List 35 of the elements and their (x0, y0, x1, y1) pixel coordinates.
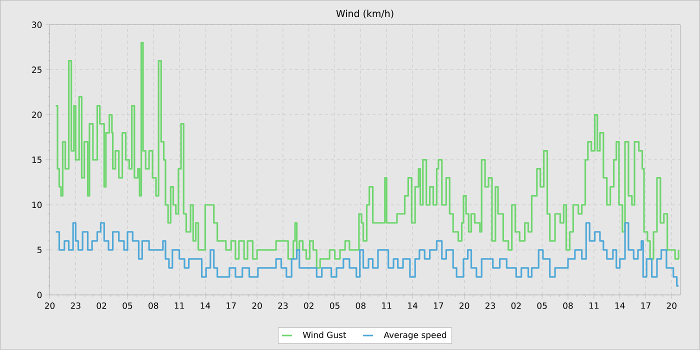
y-tick-label: 25 (32, 66, 42, 74)
y-tick-label: 30 (32, 22, 42, 28)
x-tick-label: 05 (537, 302, 547, 310)
x-tick-label: 08 (356, 302, 366, 310)
x-tick-label: 23 (485, 302, 495, 310)
x-tick-label: 20 (252, 302, 262, 310)
x-tick-label: 17 (434, 302, 444, 309)
x-tick-label: 02 (96, 302, 106, 310)
x-tick-label: 05 (122, 302, 132, 310)
x-tick-label: 17 (641, 302, 650, 309)
y-tick-label: 15 (32, 156, 42, 164)
x-tick-label: 20 (44, 302, 55, 310)
x-tick-label: 14 (408, 302, 418, 309)
x-tick-label: 23 (278, 302, 288, 310)
x-tick-label: 23 (70, 302, 80, 310)
x-tick-label: 20 (460, 302, 470, 310)
x-tick-label: 11 (589, 302, 599, 309)
x-tick-label: 11 (382, 302, 392, 309)
x-tick-label: 14 (615, 302, 625, 309)
x-tick-label: 02 (511, 302, 521, 310)
y-tick-label: 0 (37, 292, 42, 298)
x-tick-label: 08 (563, 302, 573, 310)
legend-label: Wind Gust (302, 332, 346, 338)
x-tick-label: 20 (666, 302, 676, 310)
x-tick-label: 11 (174, 302, 184, 309)
x-tick-label: 08 (148, 302, 158, 310)
legend-label: Average speed (384, 332, 446, 340)
x-tick-label: 14 (200, 302, 210, 309)
x-tick-label: 05 (330, 302, 340, 310)
y-tick-label: 5 (37, 246, 42, 254)
y-tick-label: 10 (32, 202, 42, 208)
x-tick-label: 17 (226, 302, 236, 309)
chart-title: Wind (km/h) (336, 10, 394, 18)
x-tick-label: 02 (304, 302, 314, 310)
y-tick-label: 20 (32, 112, 42, 118)
